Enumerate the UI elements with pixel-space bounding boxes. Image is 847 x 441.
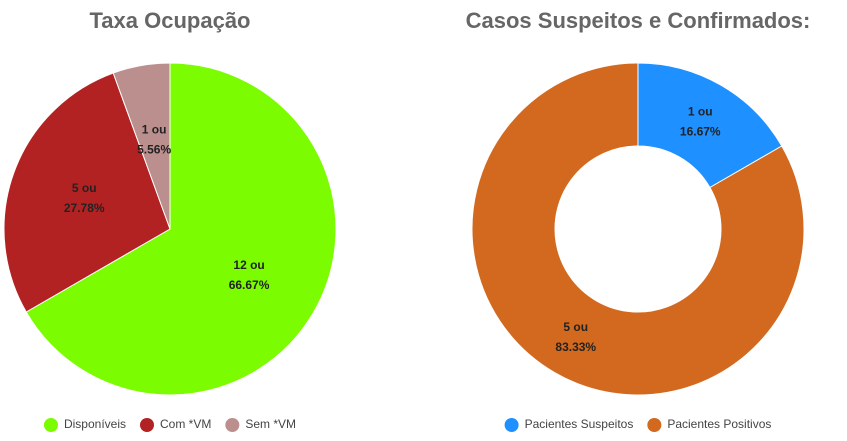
legend-marker [225,418,240,432]
slice [471,62,805,396]
value-label: 83.33% [555,340,596,354]
legend-marker [43,418,58,432]
legend-marker [140,418,154,432]
value-label: 5.56% [137,142,171,156]
slice [3,72,171,313]
legend-marker [647,418,662,432]
value-label: 16.67% [680,124,721,138]
slice [112,62,171,230]
legend-marker [504,418,519,432]
value-label: 27.78% [64,201,105,215]
legend-label: Com *VM [160,417,211,431]
slice [25,62,337,396]
legend-label: Pacientes Positivos [667,417,771,431]
legend-label: Disponíveis [64,417,126,431]
legend-label: Pacientes Suspeitos [525,417,634,431]
slice [637,62,783,189]
value-label: 5 ou [72,181,97,195]
value-label: 1 ou [688,104,713,118]
value-label: 5 ou [563,320,588,334]
value-label: 1 ou [142,122,167,136]
value-label: 66.67% [229,278,270,292]
chart-title: Taxa Ocupação [90,8,251,33]
legend-label: Sem *VM [245,417,296,431]
value-label: 12 ou [233,258,264,272]
chart-title: Casos Suspeitos e Confirmados: [466,8,811,33]
